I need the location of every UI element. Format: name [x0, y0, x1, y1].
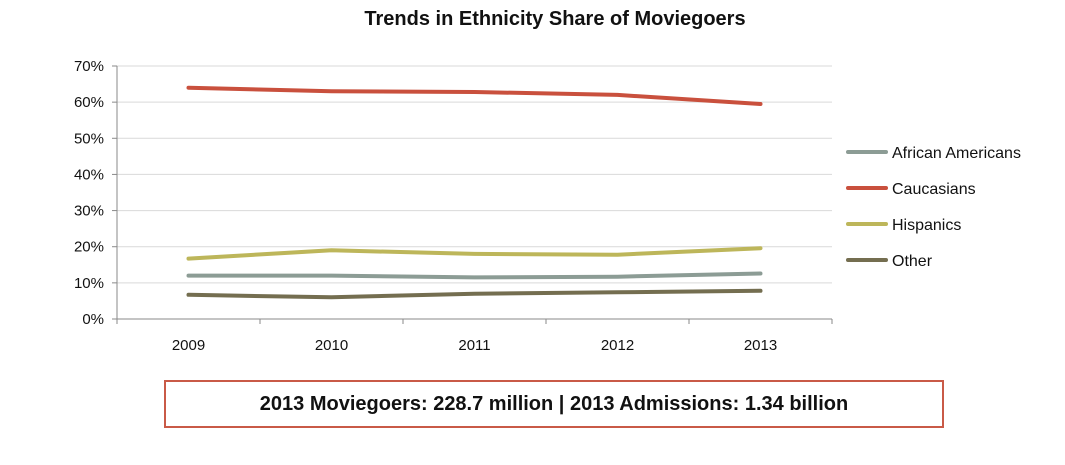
legend-label-hispanics: Hispanics [892, 217, 961, 234]
y-tick-label: 70% [74, 58, 104, 75]
chart-title: Trends in Ethnicity Share of Moviegoers [364, 8, 746, 30]
line-chart: 0% 10% 20% 30% 40% 50% 60% 70% 2009 2010 2011 2012 2… [74, 58, 1021, 354]
x-tick-label: 2013 [744, 337, 777, 354]
legend-label-african-americans: African Americans [892, 145, 1021, 162]
legend: African Americans Caucasians Hispanics Othe… [846, 145, 1021, 270]
summary-box: 2013 Moviegoers: 228.7 million | 2013 Ad… [164, 380, 944, 428]
x-tick-label: 2012 [601, 337, 634, 354]
legend-label-other: Other [892, 253, 933, 270]
x-tick-label: 2011 [458, 337, 490, 354]
legend-label-caucasians: Caucasians [892, 181, 976, 198]
x-tick-label: 2010 [315, 337, 348, 354]
series-line-hispanics [186, 246, 763, 261]
y-tick-label: 50% [74, 130, 104, 147]
y-tick-label: 10% [74, 275, 104, 292]
series-line-caucasians [186, 85, 763, 106]
x-tick-label: 2009 [172, 337, 205, 354]
y-tick-label: 30% [74, 203, 104, 220]
series-lines [186, 85, 763, 300]
y-tick-label: 0% [82, 311, 104, 328]
gridlines [117, 65, 832, 284]
y-tick-label: 60% [74, 94, 104, 111]
y-tick-label: 20% [74, 239, 104, 256]
axes: 0% 10% 20% 30% 40% 50% 60% 70% 2009 2010 2011 2012 2… [74, 58, 833, 354]
series-line-african-americans [186, 271, 763, 280]
summary-text: 2013 Moviegoers: 228.7 million | 2013 Ad… [259, 392, 849, 415]
series-line-other [186, 288, 763, 300]
y-tick-label: 40% [74, 166, 104, 183]
